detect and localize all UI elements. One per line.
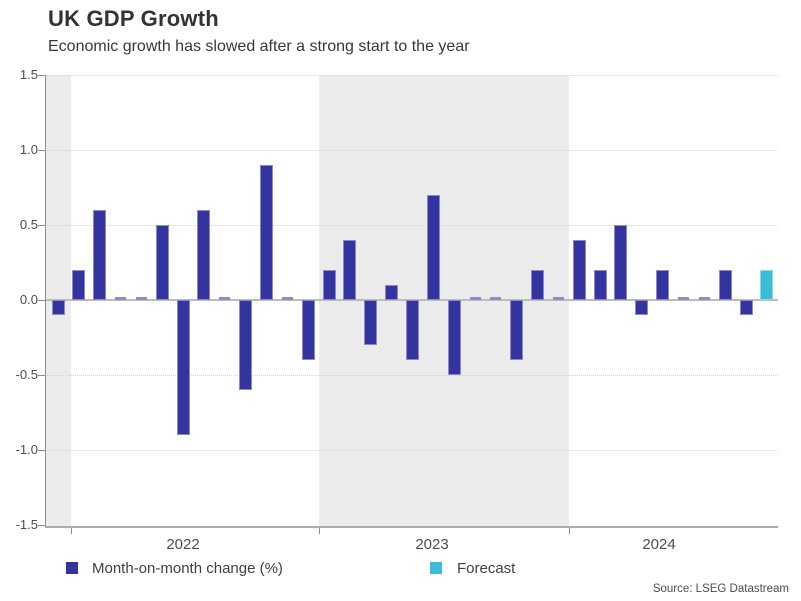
bar — [197, 210, 210, 300]
bar — [656, 270, 669, 300]
bar — [260, 165, 273, 300]
bar — [740, 300, 753, 315]
y-axis-tick-label: 0.5 — [19, 217, 38, 232]
bar — [719, 270, 732, 300]
bar — [343, 240, 356, 300]
y-axis-tick-label: -0.5 — [15, 367, 38, 382]
bar — [614, 225, 627, 300]
y-axis-tick — [38, 225, 45, 226]
source-note: Source: LSEG Datastream — [652, 583, 789, 595]
y-axis-tick-label: 1.5 — [19, 67, 38, 82]
gridline-1.0 — [45, 150, 778, 151]
y-axis-tick — [38, 525, 45, 526]
zero-value-dash — [699, 297, 710, 300]
bar — [635, 300, 648, 315]
zero-value-dash — [282, 297, 293, 300]
bar — [156, 225, 169, 300]
bar — [385, 285, 398, 300]
year-band-2023 — [319, 75, 569, 528]
legend-swatch-forecast — [430, 562, 442, 574]
zero-value-dash — [136, 297, 147, 300]
year-label-2022: 2022 — [166, 536, 200, 553]
legend-label-actual: Month-on-month change (%) — [92, 560, 283, 577]
gridline--1.0 — [45, 450, 778, 451]
bar — [573, 240, 586, 300]
x-axis-tick — [71, 528, 72, 534]
bar-forecast — [760, 270, 773, 300]
zero-value-dash — [219, 297, 230, 300]
y-axis-tick — [38, 300, 45, 301]
gridline--0.5 — [45, 375, 778, 376]
y-axis-tick — [38, 150, 45, 151]
bar — [72, 270, 85, 300]
legend-swatch-actual — [66, 562, 78, 574]
bar — [427, 195, 440, 300]
bar — [239, 300, 252, 390]
bar — [406, 300, 419, 360]
y-axis-tick-label: 1.0 — [19, 142, 38, 157]
y-axis-tick-label: -1.0 — [15, 442, 38, 457]
y-axis-tick-label: -1.5 — [15, 517, 38, 532]
zero-value-dash — [115, 297, 126, 300]
zero-value-dash — [553, 297, 564, 300]
bar — [531, 270, 544, 300]
bar — [364, 300, 377, 345]
bar — [93, 210, 106, 300]
chart-title: UK GDP Growth — [48, 6, 219, 31]
bar — [302, 300, 315, 360]
gridline-0.5 — [45, 225, 778, 226]
bar — [52, 300, 65, 315]
y-axis-spine — [45, 75, 46, 528]
chart-subtitle: Economic growth has slowed after a stron… — [48, 38, 470, 55]
plot-area — [45, 75, 778, 534]
bar — [177, 300, 190, 435]
year-label-2023: 2023 — [415, 536, 449, 553]
gridline-1.5 — [45, 75, 778, 76]
year-label-2024: 2024 — [642, 536, 676, 553]
zero-value-dash — [470, 297, 481, 300]
bar — [323, 270, 336, 300]
x-axis-tick — [319, 528, 320, 534]
zero-value-dash — [678, 297, 689, 300]
y-axis-tick-label: 0.0 — [19, 292, 38, 307]
x-axis-tick — [569, 528, 570, 534]
x-axis-spine — [45, 526, 778, 528]
y-axis-tick — [38, 75, 45, 76]
y-axis-tick — [38, 450, 45, 451]
bar — [510, 300, 523, 360]
y-axis-tick — [38, 375, 45, 376]
legend-label-forecast: Forecast — [457, 560, 516, 577]
bar — [448, 300, 461, 375]
zero-value-dash — [490, 297, 501, 300]
bar — [594, 270, 607, 300]
